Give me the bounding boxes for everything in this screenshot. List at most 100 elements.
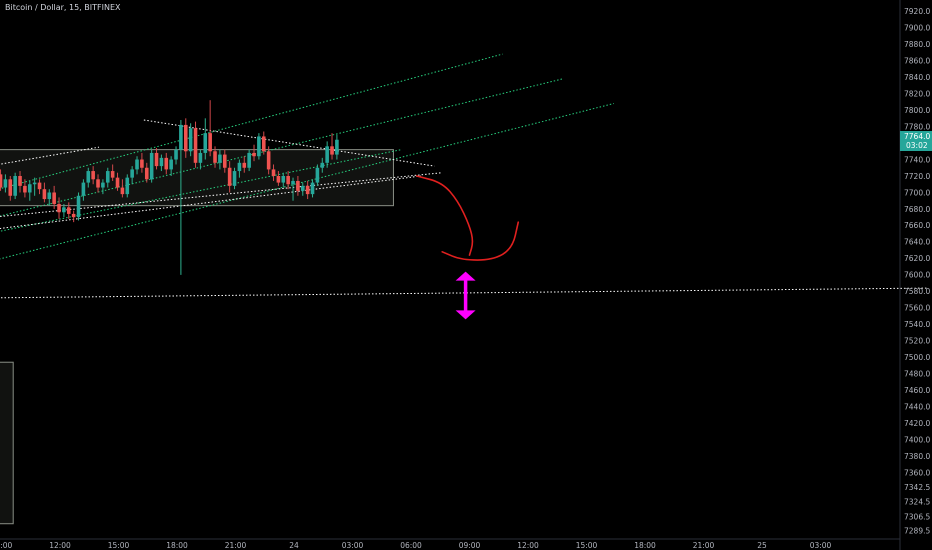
- candle-body[interactable]: [310, 182, 315, 195]
- candle-body[interactable]: [52, 192, 56, 205]
- green-trendline-1[interactable]: [0, 53, 503, 235]
- candle-body[interactable]: [271, 169, 276, 176]
- time-tick-label: 18:00: [166, 541, 188, 550]
- candle-body[interactable]: [66, 207, 71, 214]
- candle-body[interactable]: [47, 192, 52, 200]
- candle-body[interactable]: [76, 195, 81, 218]
- price-tick-label: 7600.0: [904, 271, 930, 280]
- candle-body[interactable]: [13, 176, 17, 196]
- candle-body[interactable]: [125, 177, 130, 195]
- last-price-tag-bg: [900, 131, 932, 151]
- candle-body[interactable]: [227, 167, 232, 186]
- candle-body[interactable]: [286, 176, 290, 185]
- candle-body[interactable]: [325, 146, 329, 163]
- last-price-value: 7764.0: [904, 132, 930, 141]
- price-tick-label: 7640.0: [904, 238, 930, 247]
- candle-body[interactable]: [242, 162, 247, 168]
- price-tick-label: 7780.0: [904, 122, 930, 131]
- candle-body[interactable]: [164, 157, 169, 170]
- candle-body[interactable]: [183, 124, 188, 152]
- price-tick-label: 7440.0: [904, 403, 930, 412]
- candle-body[interactable]: [222, 154, 227, 168]
- candle-body[interactable]: [266, 151, 271, 170]
- price-tick-label: 7420.0: [904, 419, 930, 428]
- price-tick-label: 7520.0: [904, 337, 930, 346]
- candle-body[interactable]: [232, 171, 237, 186]
- candle-body[interactable]: [296, 180, 300, 191]
- price-tick-label: 7740.0: [904, 155, 930, 164]
- candle-body[interactable]: [130, 169, 134, 178]
- candle-body[interactable]: [8, 179, 13, 196]
- time-tick-label: 15:00: [108, 541, 130, 550]
- green-trendline-3[interactable]: [0, 103, 614, 302]
- candle-body[interactable]: [105, 171, 110, 183]
- candle-body[interactable]: [115, 177, 120, 188]
- candle-body[interactable]: [96, 179, 100, 188]
- candle-body[interactable]: [154, 152, 159, 167]
- candle-body[interactable]: [281, 176, 286, 183]
- candle-body[interactable]: [42, 189, 47, 200]
- candle-body[interactable]: [247, 152, 251, 168]
- green-trendline-2[interactable]: [0, 78, 564, 259]
- candle-body[interactable]: [140, 159, 144, 168]
- price-axis[interactable]: 7920.0 7900.0 7880.0 7860.0 7840.0 7820.0 7800…: [904, 7, 930, 536]
- price-tick-label: 7380.0: [904, 452, 930, 461]
- candle-body[interactable]: [62, 207, 66, 213]
- price-tick-label: 7660.0: [904, 221, 930, 230]
- candle-body[interactable]: [37, 182, 42, 190]
- price-tick-label: 7620.0: [904, 254, 930, 263]
- red-freehand-hook[interactable]: [441, 221, 520, 261]
- candle-body[interactable]: [110, 171, 115, 178]
- time-axis[interactable]: 06:0009:0012:0015:0018:0021:002403:0006:…: [0, 541, 832, 550]
- candle-body[interactable]: [291, 180, 295, 185]
- candle-body[interactable]: [91, 171, 95, 180]
- candle-body[interactable]: [179, 124, 183, 150]
- white-trendline-2[interactable]: [0, 287, 928, 300]
- time-tick-label: 03:00: [810, 541, 832, 550]
- candle-body[interactable]: [252, 152, 256, 157]
- candle-body[interactable]: [203, 133, 208, 153]
- candle-body[interactable]: [237, 162, 242, 172]
- candle-body[interactable]: [57, 204, 61, 213]
- candle-body[interactable]: [149, 152, 154, 180]
- white-trendline-1[interactable]: [143, 119, 435, 167]
- candle-body[interactable]: [71, 213, 76, 218]
- candle-body[interactable]: [86, 171, 91, 183]
- candle-body[interactable]: [276, 176, 281, 183]
- candle-body[interactable]: [159, 157, 164, 167]
- candle-body[interactable]: [135, 159, 139, 170]
- candle-body[interactable]: [27, 184, 32, 193]
- price-tick-label: 7840.0: [904, 73, 930, 82]
- candle-body[interactable]: [144, 167, 149, 180]
- candle-body[interactable]: [218, 154, 222, 163]
- candle-body[interactable]: [305, 185, 310, 195]
- candle-body[interactable]: [120, 187, 125, 195]
- candles[interactable]: [0, 100, 339, 275]
- candle-body[interactable]: [3, 179, 8, 188]
- candle-body[interactable]: [257, 136, 261, 157]
- candle-body[interactable]: [101, 182, 105, 188]
- candle-body[interactable]: [0, 174, 3, 188]
- candle-body[interactable]: [193, 128, 198, 163]
- candle-body[interactable]: [198, 152, 203, 163]
- candle-body[interactable]: [213, 151, 217, 163]
- candle-body[interactable]: [32, 182, 37, 185]
- red-freehand-arrow[interactable]: [416, 175, 474, 256]
- candle-body[interactable]: [18, 176, 22, 186]
- candle-body[interactable]: [330, 146, 334, 155]
- candle-body[interactable]: [169, 159, 173, 170]
- price-tick-label: 7920.0: [904, 7, 930, 16]
- candle-body[interactable]: [335, 139, 339, 155]
- candle-body[interactable]: [174, 149, 178, 160]
- candle-body[interactable]: [188, 128, 193, 152]
- candle-body[interactable]: [320, 162, 325, 168]
- plot-area[interactable]: [0, 53, 928, 525]
- candle-body[interactable]: [300, 185, 305, 191]
- range-box-2[interactable]: [0, 361, 14, 525]
- candle-body[interactable]: [81, 182, 86, 196]
- candle-body[interactable]: [315, 167, 320, 183]
- candle-body[interactable]: [261, 136, 266, 152]
- candle-body[interactable]: [23, 185, 27, 193]
- candle-body[interactable]: [208, 133, 212, 152]
